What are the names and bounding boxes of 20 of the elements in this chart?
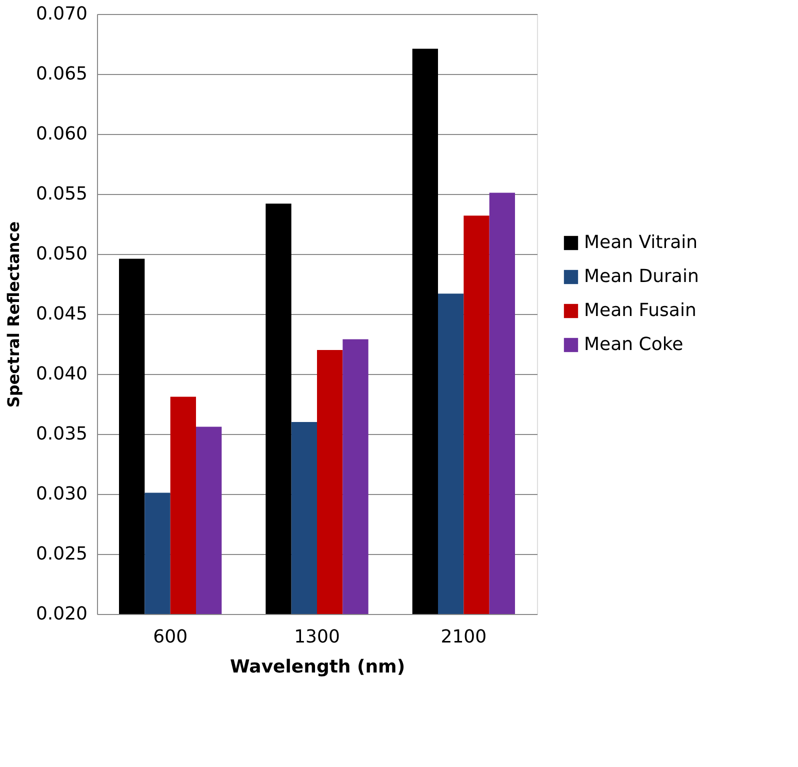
- legend-label: Mean Durain: [584, 266, 699, 287]
- y-tick-label: 0.060: [36, 124, 88, 144]
- y-tick-label: 0.065: [36, 64, 88, 84]
- y-tick-label: 0.040: [36, 364, 88, 384]
- y-axis-title: Spectral Reflectance: [4, 221, 23, 408]
- y-tick-label: 0.045: [36, 304, 88, 324]
- y-tick-label: 0.070: [36, 4, 88, 24]
- y-tick-label: 0.025: [36, 544, 88, 564]
- y-tick-label: 0.020: [36, 604, 88, 624]
- x-tick-label: 1300: [294, 626, 340, 648]
- y-tick-label: 0.050: [36, 244, 88, 264]
- legend-label: Mean Coke: [584, 334, 684, 355]
- x-tick-label: 2100: [440, 626, 487, 648]
- x-tick-label: 600: [153, 626, 188, 648]
- y-tick-label: 0.030: [36, 484, 88, 504]
- y-tick-label: 0.035: [36, 424, 88, 444]
- legend-label: Mean Vitrain: [584, 232, 698, 253]
- legend-label: Mean Fusain: [584, 300, 696, 321]
- y-tick-label: 0.055: [36, 184, 88, 204]
- x-axis-title: Wavelength (nm): [230, 656, 406, 678]
